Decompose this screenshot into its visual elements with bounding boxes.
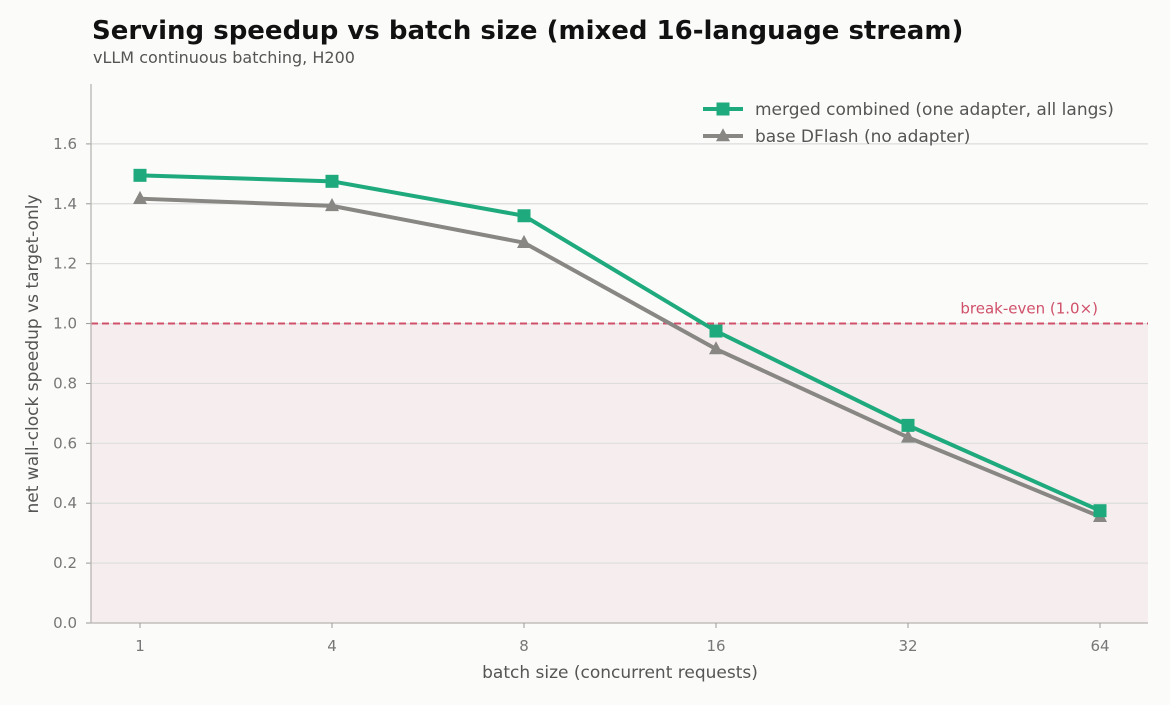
- legend-entry: base DFlash (no adapter): [703, 127, 970, 147]
- axes: 0.0 0.2 0.4 0.6 0.8 1.0 1.2 1.4 1.6 1 4 8 16 32 64 batc…: [23, 84, 1148, 683]
- legend-label: base DFlash (no adapter): [755, 127, 970, 147]
- x-axis-label: batch size (concurrent requests): [482, 663, 758, 683]
- y-tick-label: 0.0: [53, 614, 77, 632]
- y-tick-label: 0.6: [53, 434, 77, 452]
- chart-title: Serving speedup vs batch size (mixed 16-…: [92, 16, 964, 46]
- y-tick-label: 1.0: [53, 315, 77, 333]
- y-tick-label: 1.6: [53, 135, 77, 153]
- triangle-marker: [716, 128, 730, 142]
- legend: merged combined (one adapter, all langs)…: [703, 100, 1114, 147]
- y-tick-label: 0.2: [53, 554, 77, 572]
- x-tick-label: 4: [327, 637, 337, 655]
- legend-entry: merged combined (one adapter, all langs): [703, 100, 1114, 120]
- triangle-marker: [709, 341, 723, 355]
- y-tick-label: 0.4: [53, 494, 77, 512]
- triangle-marker: [325, 198, 339, 212]
- x-tick-label: 1: [135, 637, 145, 655]
- series-line: [139, 196, 1101, 519]
- triangle-marker: [901, 429, 915, 443]
- triangle-marker: [133, 190, 147, 204]
- y-tick-label: 1.4: [53, 195, 77, 213]
- legend-label: merged combined (one adapter, all langs): [755, 100, 1114, 120]
- square-marker: [709, 324, 723, 338]
- chart-subtitle: vLLM continuous batching, H200: [93, 48, 355, 67]
- x-tick-label: 32: [898, 637, 917, 655]
- square-marker: [325, 174, 339, 188]
- triangle-marker: [517, 234, 531, 248]
- square-marker: [1093, 504, 1107, 518]
- below-break-even-region: [91, 323, 1148, 623]
- break-even-reference: break-even (1.0×): [91, 300, 1148, 325]
- x-tick-label: 16: [706, 637, 725, 655]
- square-marker: [133, 168, 147, 182]
- y-tick-label: 0.8: [53, 374, 77, 392]
- below-break-even-shade: [91, 323, 1148, 623]
- square-marker: [901, 418, 915, 432]
- x-tick-label: 64: [1090, 637, 1109, 655]
- series-line: [139, 173, 1101, 513]
- y-axis-label: net wall-clock speedup vs target-only: [23, 194, 43, 513]
- series-lines: [133, 168, 1107, 522]
- x-tick-label: 8: [519, 637, 529, 655]
- square-marker: [716, 102, 730, 116]
- break-even-label: break-even (1.0×): [960, 300, 1098, 318]
- series-merged-combined: [133, 168, 1107, 518]
- square-marker: [517, 209, 531, 223]
- y-tick-label: 1.2: [53, 255, 77, 273]
